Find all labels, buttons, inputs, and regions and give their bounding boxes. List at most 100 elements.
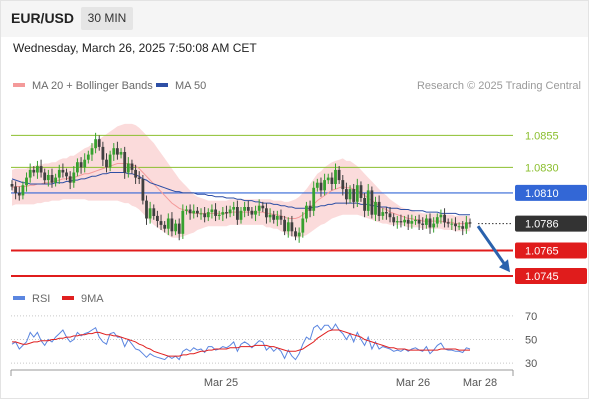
candle-body bbox=[450, 223, 454, 225]
forecast-arrow-shaft bbox=[476, 225, 508, 268]
candle-body bbox=[301, 218, 305, 233]
candle-body bbox=[32, 169, 36, 173]
candle-body bbox=[417, 219, 421, 224]
candle-body bbox=[243, 207, 246, 211]
legend-ma20-label: MA 20 + Bollinger Bands bbox=[32, 80, 153, 92]
candle-body bbox=[94, 139, 97, 149]
candle-body bbox=[65, 172, 68, 177]
candle-body bbox=[225, 212, 228, 214]
candle-body bbox=[141, 178, 145, 201]
candle-body bbox=[334, 169, 337, 184]
candle-body bbox=[21, 185, 25, 196]
rsi-line bbox=[11, 323, 471, 361]
candle-body bbox=[403, 219, 406, 223]
level-tag-1.0765 bbox=[515, 242, 587, 259]
candle-body bbox=[406, 219, 410, 224]
candle-body bbox=[61, 169, 65, 173]
legend-rsi-ma: 9MA bbox=[62, 293, 104, 305]
candle-body bbox=[246, 207, 250, 211]
candle-body bbox=[421, 223, 425, 225]
candle-body bbox=[457, 226, 461, 228]
candle-body bbox=[199, 213, 203, 215]
legend-rsi-ma-label: 9MA bbox=[81, 293, 104, 305]
candle-body bbox=[254, 210, 257, 215]
legend-rsi-label: RSI bbox=[32, 293, 51, 305]
candle-body bbox=[76, 162, 79, 173]
candle-body bbox=[39, 166, 43, 173]
candle-body bbox=[174, 223, 177, 232]
forecast-arrow-head bbox=[499, 259, 510, 273]
candle-body bbox=[185, 209, 188, 211]
rsi-ma-line bbox=[12, 329, 470, 357]
candle-body bbox=[79, 162, 83, 168]
candle-body bbox=[206, 212, 210, 218]
candle-body bbox=[177, 223, 181, 234]
candle-body bbox=[363, 198, 366, 211]
candle-body bbox=[268, 214, 272, 218]
x-tick-label: Mar 25 bbox=[204, 377, 238, 389]
rsi-tick-label: 70 bbox=[525, 311, 537, 323]
candle-body bbox=[203, 213, 207, 218]
candle-body bbox=[250, 210, 254, 215]
candle-body bbox=[425, 218, 428, 225]
x-tick-label: Mar 26 bbox=[396, 377, 430, 389]
x-tick-label: Mar 28 bbox=[463, 377, 497, 389]
research-credit: Research © 2025 Trading Central bbox=[416, 80, 581, 92]
candle-body bbox=[163, 224, 167, 229]
candle-body bbox=[366, 190, 370, 211]
candle-body bbox=[465, 222, 468, 229]
candle-body bbox=[439, 214, 443, 218]
candle-body bbox=[323, 180, 326, 191]
candle-body bbox=[221, 212, 225, 215]
candle-body bbox=[337, 169, 341, 181]
candle-body bbox=[410, 221, 414, 224]
candle-body bbox=[166, 218, 170, 229]
level-label-1.0765: 1.0765 bbox=[525, 245, 559, 257]
candles-group bbox=[10, 132, 472, 243]
candle-body bbox=[435, 217, 439, 224]
candle-body bbox=[345, 189, 348, 200]
candle-body bbox=[443, 214, 446, 223]
candle-body bbox=[101, 146, 105, 160]
candle-body bbox=[14, 186, 17, 193]
candle-body bbox=[181, 210, 185, 234]
candle-body bbox=[57, 169, 61, 178]
candle-body bbox=[392, 217, 396, 223]
candle-body bbox=[68, 176, 72, 183]
candle-body bbox=[86, 154, 90, 160]
candle-body bbox=[341, 180, 345, 190]
rsi-swatch bbox=[13, 296, 25, 301]
level-label-1.0855: 1.0855 bbox=[525, 130, 559, 142]
candle-body bbox=[239, 210, 243, 220]
candle-body bbox=[377, 201, 381, 216]
symbol-label: EUR/USD bbox=[11, 10, 75, 26]
candle-body bbox=[312, 187, 316, 211]
candle-body bbox=[432, 223, 436, 228]
candle-body bbox=[10, 184, 14, 187]
candle-body bbox=[414, 219, 417, 222]
candle-body bbox=[50, 175, 54, 183]
candle-body bbox=[210, 209, 214, 213]
candle-body bbox=[17, 192, 21, 196]
level-label-1.0830: 1.0830 bbox=[525, 162, 559, 174]
rsi-tick-label: 50 bbox=[525, 335, 537, 347]
candle-body bbox=[454, 223, 457, 227]
candle-body bbox=[236, 207, 239, 220]
level-tag-1.0786 bbox=[515, 215, 587, 232]
candle-body bbox=[28, 169, 32, 178]
candle-body bbox=[461, 226, 465, 229]
candle-body bbox=[381, 212, 385, 216]
candle-body bbox=[330, 177, 334, 184]
level-label-1.0745: 1.0745 bbox=[525, 271, 559, 283]
candle-body bbox=[90, 148, 94, 155]
candle-body bbox=[374, 201, 377, 215]
candle-body bbox=[54, 177, 57, 183]
candle-body bbox=[152, 208, 156, 216]
candle-body bbox=[228, 209, 232, 214]
candle-body bbox=[217, 214, 221, 216]
candle-body bbox=[315, 182, 319, 188]
timeframe-button[interactable]: 30 MIN bbox=[81, 7, 133, 30]
candle-body bbox=[43, 172, 47, 181]
